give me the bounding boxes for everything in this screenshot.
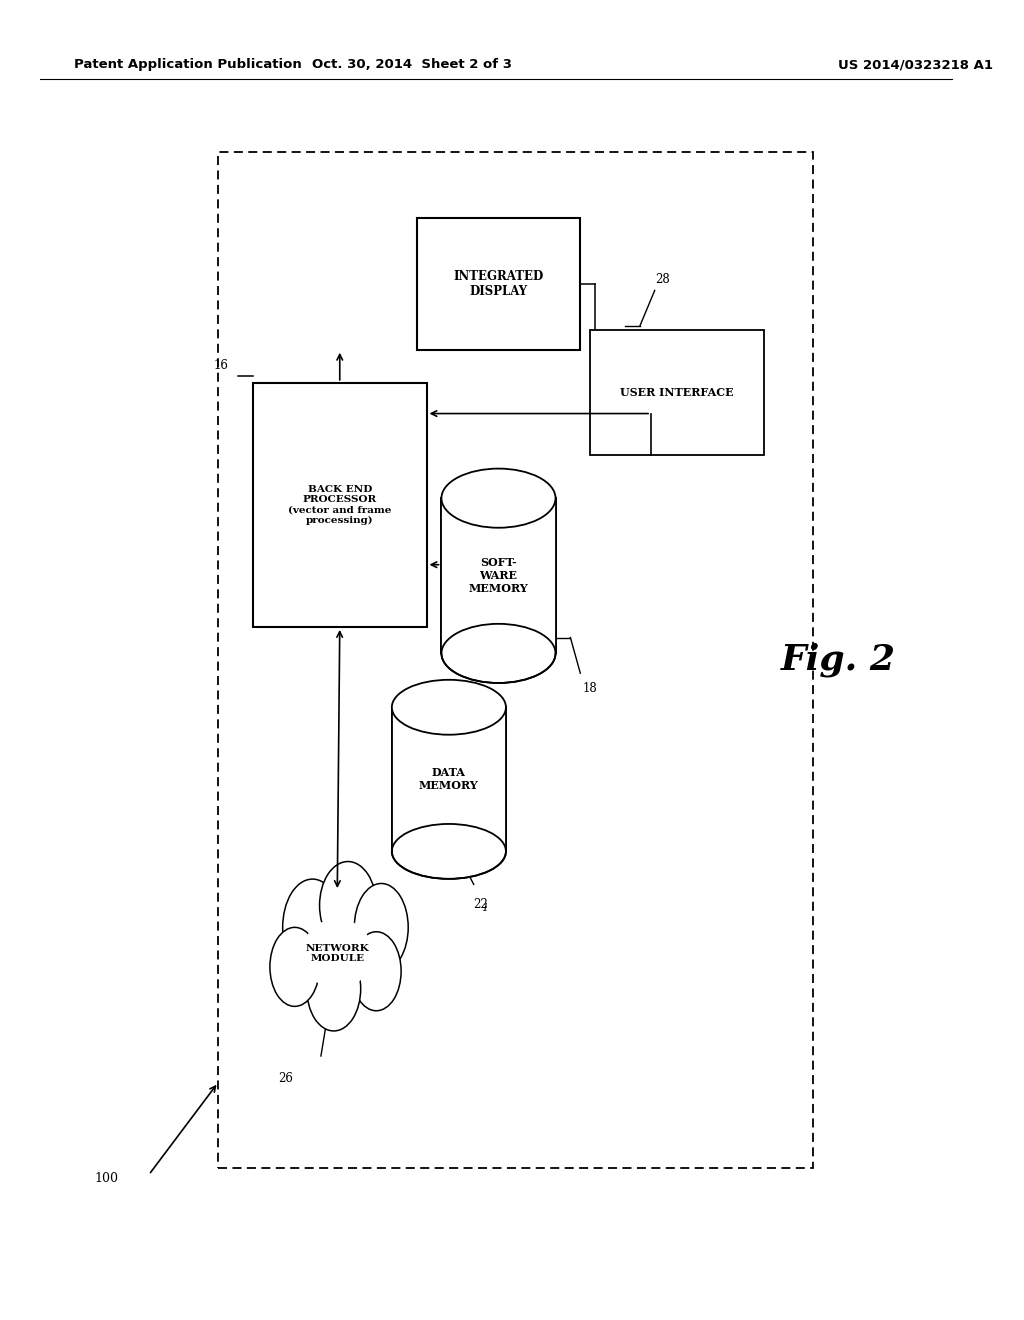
Ellipse shape [307, 946, 360, 1031]
Text: DATA
MEMORY: DATA MEMORY [419, 767, 479, 791]
Ellipse shape [441, 624, 556, 682]
Ellipse shape [283, 879, 342, 975]
Bar [253, 383, 427, 627]
Text: 22: 22 [474, 898, 488, 911]
Bar [417, 218, 581, 350]
Text: Fig. 2: Fig. 2 [780, 643, 896, 677]
Ellipse shape [302, 919, 373, 989]
Bar [590, 330, 764, 455]
Ellipse shape [351, 932, 401, 1011]
Text: 100: 100 [94, 1172, 118, 1185]
Text: 1: 1 [481, 903, 488, 913]
Text: 16: 16 [213, 359, 228, 372]
Text: 18: 18 [583, 682, 597, 696]
Bar [441, 498, 556, 653]
Text: BACK END
PROCESSOR
(vector and frame
processing): BACK END PROCESSOR (vector and frame pro… [288, 484, 391, 525]
Ellipse shape [319, 862, 376, 949]
Text: Oct. 30, 2014  Sheet 2 of 3: Oct. 30, 2014 Sheet 2 of 3 [311, 58, 512, 71]
Ellipse shape [392, 824, 506, 879]
Text: SOFT-
WARE
MEMORY: SOFT- WARE MEMORY [469, 557, 528, 594]
Text: USER INTERFACE: USER INTERFACE [621, 387, 734, 399]
Bar [392, 708, 506, 851]
Text: 28: 28 [654, 273, 670, 286]
Text: NETWORK
MODULE: NETWORK MODULE [305, 944, 370, 964]
Ellipse shape [354, 883, 409, 972]
Text: INTEGRATED
DISPLAY: INTEGRATED DISPLAY [454, 269, 544, 298]
Text: US 2014/0323218 A1: US 2014/0323218 A1 [839, 58, 993, 71]
Ellipse shape [270, 928, 319, 1006]
Text: Patent Application Publication: Patent Application Publication [75, 58, 302, 71]
Ellipse shape [441, 469, 556, 528]
Text: 14: 14 [598, 387, 613, 400]
Text: 26: 26 [278, 1072, 293, 1085]
Ellipse shape [392, 680, 506, 735]
